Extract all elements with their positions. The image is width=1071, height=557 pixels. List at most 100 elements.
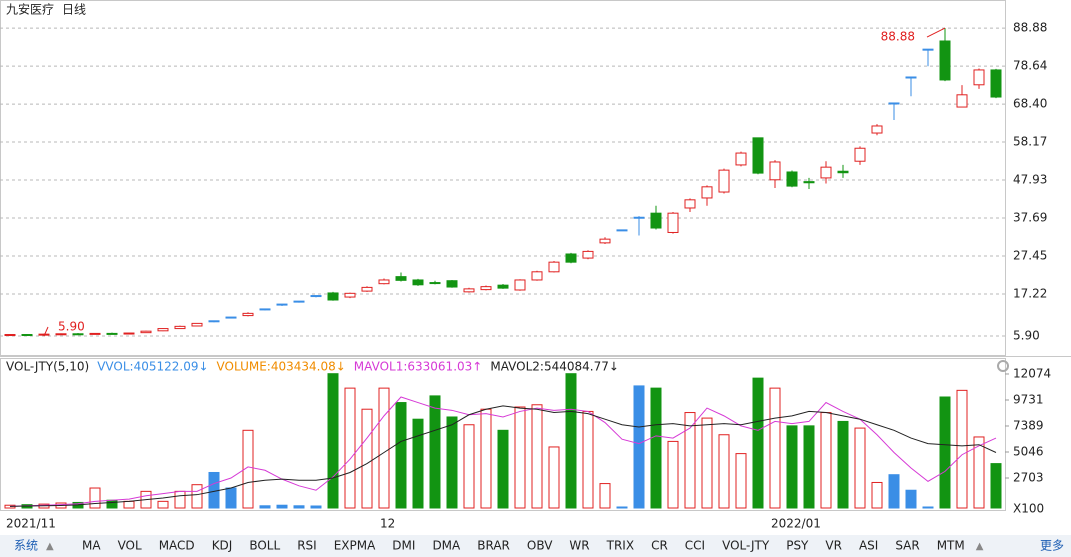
toolbar-item[interactable]: CCI xyxy=(685,539,705,553)
period: 日线 xyxy=(62,3,86,17)
toolbar-item[interactable]: BOLL xyxy=(249,539,280,553)
ma-line xyxy=(9,396,997,507)
candle-body xyxy=(208,320,220,323)
candle-body xyxy=(225,316,237,319)
volume-bar xyxy=(905,489,917,509)
candle-body xyxy=(752,137,764,174)
volume-bar xyxy=(939,396,951,509)
annotation: 88.88 xyxy=(881,30,915,44)
candle-body xyxy=(395,276,407,281)
toolbar-item[interactable]: VR xyxy=(825,539,842,553)
candle-body xyxy=(55,333,67,336)
candle-body xyxy=(89,332,101,335)
y-tick-label: 88.88 xyxy=(1013,21,1047,35)
toolbar-item[interactable]: WR xyxy=(569,539,589,553)
candle-body xyxy=(922,48,934,51)
candle-body xyxy=(276,303,288,306)
volume-bar xyxy=(276,504,288,509)
candle-body xyxy=(157,328,169,332)
unit-label: X100 xyxy=(1013,502,1044,516)
volume-bar xyxy=(803,425,815,509)
volume-bar xyxy=(395,402,407,509)
toolbar-item[interactable]: BRAR xyxy=(477,539,510,553)
candle-body xyxy=(514,279,526,291)
candle-body xyxy=(735,152,747,166)
toolbar-menu[interactable]: 系统 xyxy=(14,539,38,553)
toolbar-item[interactable]: DMA xyxy=(432,539,461,553)
candle-body xyxy=(531,271,543,281)
volume-bar xyxy=(174,490,186,509)
candle-body xyxy=(412,279,424,286)
candle-body xyxy=(480,286,492,291)
volume-bar xyxy=(752,377,764,509)
candle-body xyxy=(565,253,577,263)
candle-body xyxy=(956,94,968,108)
candle-body xyxy=(497,284,509,289)
volume-bar xyxy=(463,424,475,509)
candle-body xyxy=(786,171,798,187)
toolbar-more[interactable]: 更多 xyxy=(1040,539,1064,553)
y-tick-label: 12074 xyxy=(1013,366,1051,380)
toolbar-item[interactable]: VOL-JTY xyxy=(722,539,770,553)
volume-bar xyxy=(837,420,849,509)
toolbar-item[interactable]: KDJ xyxy=(212,539,233,553)
stock-name: 九安医疗 xyxy=(6,2,54,17)
toolbar-item[interactable]: OBV xyxy=(527,539,553,553)
candle-body xyxy=(242,312,254,317)
toolbar-item[interactable]: MA xyxy=(82,539,101,553)
candle-body xyxy=(123,332,135,335)
toolbar-item[interactable]: SAR xyxy=(895,539,919,553)
toolbar-item[interactable]: RSI xyxy=(297,539,317,553)
volume-bar xyxy=(650,387,662,509)
volume-bar xyxy=(990,463,1002,509)
ma-line xyxy=(9,405,997,507)
volume-bar xyxy=(718,434,730,509)
toolbar-item[interactable]: MACD xyxy=(159,539,195,553)
candle-body xyxy=(174,325,186,330)
x-tick-label: 2021/11 xyxy=(6,517,56,531)
toolbar-item[interactable]: ASI xyxy=(859,539,878,553)
toolbar xyxy=(0,535,1071,557)
menu-arrow[interactable]: ▲ xyxy=(46,541,54,552)
price-panel xyxy=(0,0,1006,356)
candle-body xyxy=(667,212,679,233)
volume-bar xyxy=(922,506,934,509)
toolbar-item[interactable]: EXPMA xyxy=(334,539,376,553)
volume-bar xyxy=(259,505,271,509)
volume-bar xyxy=(327,373,339,509)
volume-bar xyxy=(89,487,101,509)
candle-body xyxy=(939,40,951,81)
toolbar-item[interactable]: CR xyxy=(651,539,668,553)
toolbar-item[interactable]: MTM xyxy=(937,539,965,553)
candle-body xyxy=(548,261,560,273)
toolbar-item[interactable]: PSY xyxy=(786,539,809,553)
volume-bar xyxy=(225,487,237,509)
volume-bar xyxy=(310,505,322,509)
volume-bar xyxy=(123,500,135,509)
toolbar-item[interactable]: DMI xyxy=(392,539,415,553)
annotation-leader xyxy=(926,27,946,38)
volume-bar xyxy=(344,387,356,509)
volume-bar xyxy=(548,446,560,509)
candle-body xyxy=(973,69,985,86)
volume-bar xyxy=(157,500,169,509)
candle-body xyxy=(140,330,152,334)
volume-bar xyxy=(888,474,900,509)
y-tick-label: 5046 xyxy=(1013,444,1044,458)
candle-body xyxy=(429,282,441,285)
indicator-label: VVOL:405122.09↓ xyxy=(97,360,208,374)
candle-body xyxy=(327,292,339,301)
volume-bar xyxy=(616,506,628,509)
volume-bar xyxy=(429,395,441,509)
volume-bar xyxy=(446,416,458,509)
settings-icon[interactable] xyxy=(997,360,1009,372)
volume-bar xyxy=(599,483,611,509)
volume-panel xyxy=(0,358,1006,511)
candle-body xyxy=(888,102,900,105)
menu-arrow[interactable]: ▲ xyxy=(976,541,984,552)
candle-body xyxy=(446,280,458,288)
toolbar-item[interactable]: TRIX xyxy=(606,539,634,553)
toolbar-item[interactable]: VOL xyxy=(118,539,142,553)
candle-body xyxy=(582,250,594,259)
volume-bar xyxy=(293,505,305,509)
